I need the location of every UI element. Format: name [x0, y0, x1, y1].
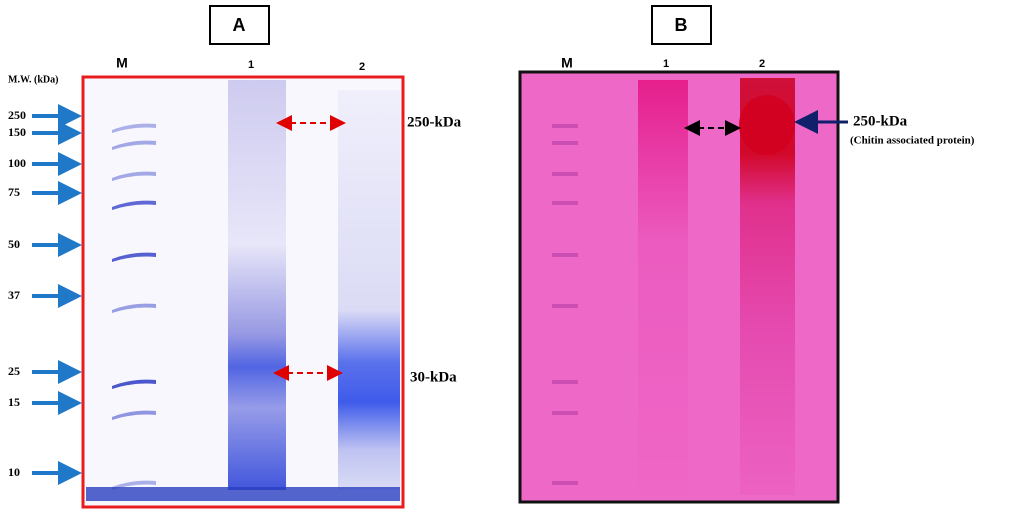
ladder-band — [112, 410, 156, 420]
ladder-band — [112, 480, 156, 490]
ladder-band — [112, 252, 156, 262]
ladder-band — [552, 141, 578, 145]
panel-label: A — [233, 15, 246, 35]
lane-b1 — [638, 80, 688, 495]
ladder-band — [552, 124, 578, 128]
ladder-band — [112, 200, 156, 210]
ladder-band — [112, 171, 156, 181]
annotation: 250-kDa — [853, 113, 908, 129]
ladder-band — [552, 481, 578, 485]
gel-bottom — [86, 487, 400, 501]
annotation: 250-kDa — [407, 114, 462, 130]
lane-label: 1 — [248, 59, 254, 71]
annotation: 30-kDa — [410, 369, 457, 385]
ladder-band — [552, 201, 578, 205]
ladder-band — [112, 303, 156, 313]
marker-label: 100 — [8, 156, 26, 170]
ladder — [552, 124, 578, 485]
marker-label: 37 — [8, 288, 20, 302]
ladder-band — [552, 411, 578, 415]
marker-label: 25 — [8, 364, 20, 378]
marker-label: 15 — [8, 395, 20, 409]
ladder-band — [552, 172, 578, 176]
ladder-band — [112, 140, 156, 150]
marker-label: 150 — [8, 125, 26, 139]
gel-b-frame — [518, 70, 840, 504]
gel-a-frame — [81, 75, 405, 509]
ladder-band — [552, 380, 578, 384]
band — [739, 95, 795, 155]
ladder-band — [552, 253, 578, 257]
ladder-band — [552, 304, 578, 308]
ladder — [112, 123, 156, 490]
marker-label: 10 — [8, 465, 20, 479]
lane-a1 — [228, 80, 286, 490]
marker-label: 250 — [8, 108, 26, 122]
marker-label: 50 — [8, 237, 20, 251]
lane-label: 1 — [663, 58, 669, 70]
lane-label: 2 — [759, 58, 765, 70]
panel-label: B — [675, 15, 688, 35]
label-box — [651, 5, 712, 45]
label-box — [209, 5, 270, 45]
lane-label: M — [116, 55, 128, 71]
ladder-band — [112, 123, 156, 133]
lane-label: 2 — [359, 61, 365, 73]
mw-title: M.W. (kDa) — [8, 74, 58, 85]
lane-a2 — [338, 90, 400, 490]
annotation: (Chitin associated protein) — [850, 135, 975, 147]
marker-label: 75 — [8, 185, 20, 199]
lane-label: M — [561, 55, 573, 71]
ladder-band — [112, 379, 156, 389]
